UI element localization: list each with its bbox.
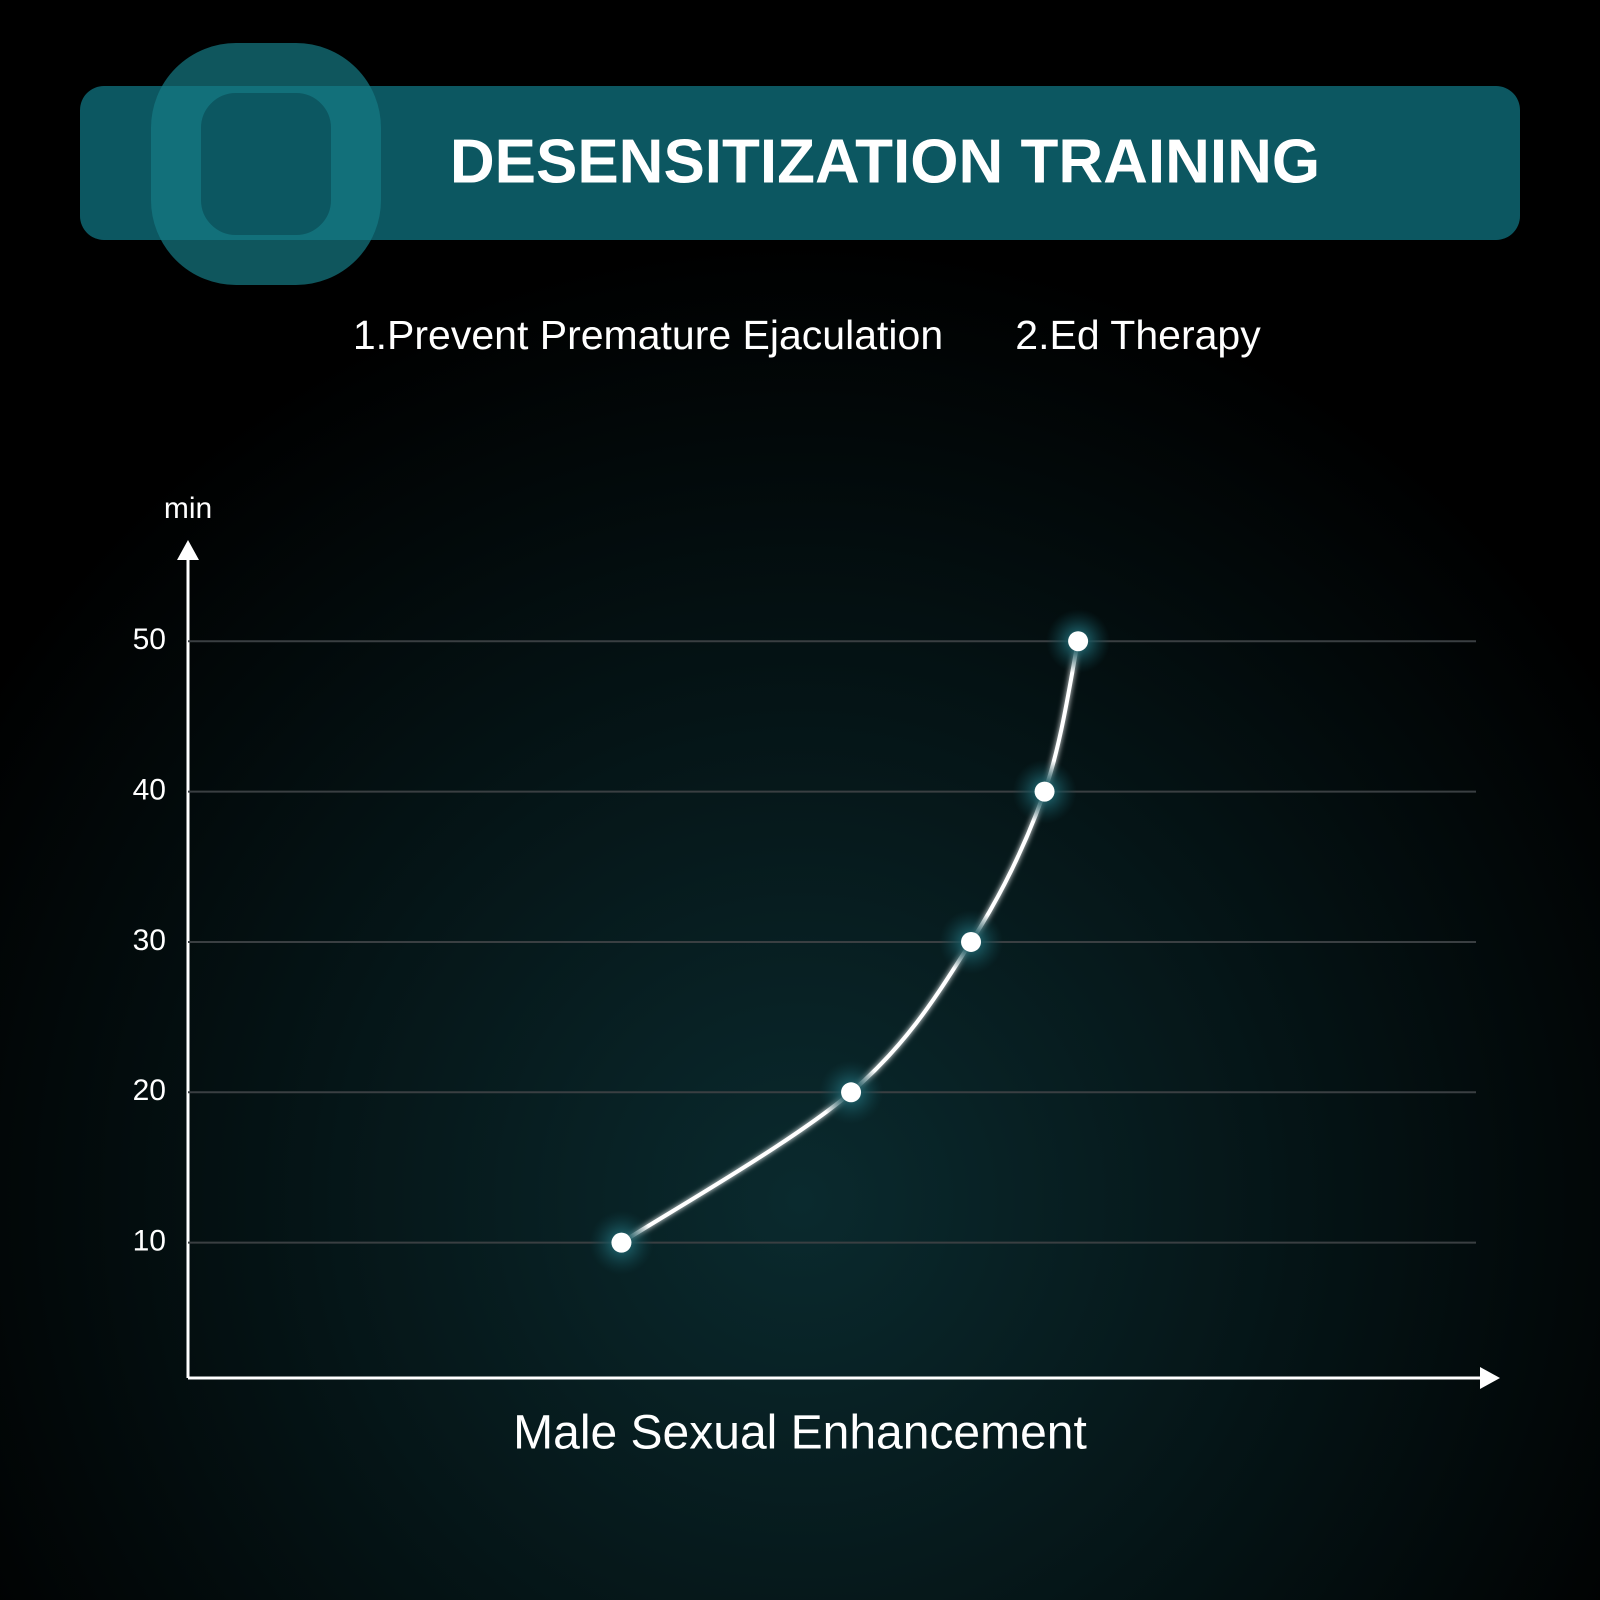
subtitle: 1.Prevent Premature Ejaculation (353, 312, 943, 358)
y-axis-label: min (164, 492, 212, 525)
banner-decoration (151, 43, 381, 285)
point (841, 1082, 862, 1103)
y-tick-label: 30 (133, 924, 166, 957)
point (961, 931, 982, 952)
point (611, 1232, 632, 1253)
y-tick-label: 10 (133, 1225, 166, 1258)
point (1034, 781, 1055, 802)
y-tick-label: 50 (133, 623, 166, 656)
y-axis-arrow (177, 540, 199, 560)
x-axis-arrow (1480, 1367, 1500, 1389)
y-tick-label: 20 (133, 1074, 166, 1107)
point (1068, 631, 1089, 652)
subtitle: 2.Ed Therapy (1015, 312, 1261, 358)
chart-title: DESENSITIZATION TRAINING (450, 127, 1320, 196)
x-axis-label: Male Sexual Enhancement (513, 1407, 1087, 1460)
title-banner (80, 86, 1520, 240)
y-tick-label: 40 (133, 774, 166, 807)
